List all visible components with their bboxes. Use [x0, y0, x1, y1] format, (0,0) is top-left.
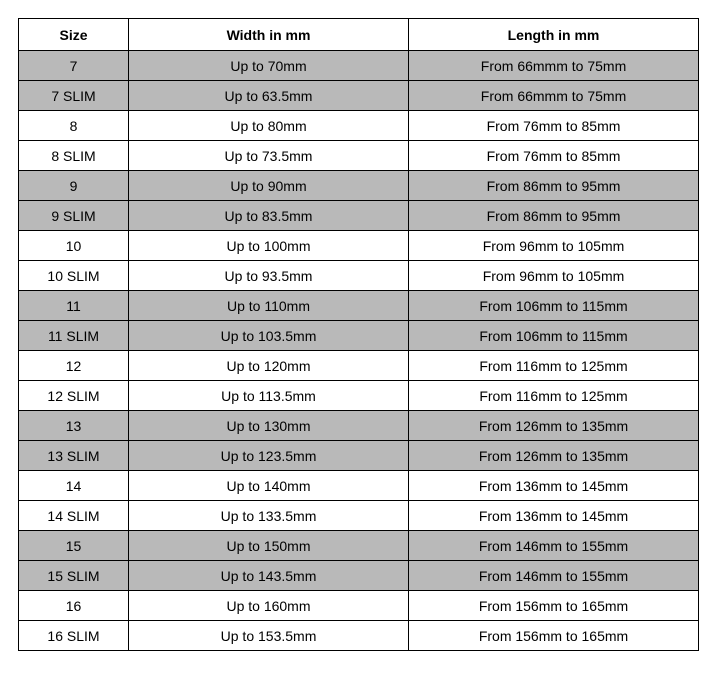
cell-width: Up to 73.5mm	[129, 141, 409, 171]
cell-length: From 106mm to 115mm	[409, 291, 699, 321]
cell-width: Up to 100mm	[129, 231, 409, 261]
table-row: 12 SLIM Up to 113.5mm From 116mm to 125m…	[19, 381, 699, 411]
cell-length: From 86mm to 95mm	[409, 201, 699, 231]
cell-length: From 146mm to 155mm	[409, 531, 699, 561]
cell-size: 16 SLIM	[19, 621, 129, 651]
cell-length: From 136mm to 145mm	[409, 471, 699, 501]
table-row: 16 SLIM Up to 153.5mm From 156mm to 165m…	[19, 621, 699, 651]
cell-width: Up to 70mm	[129, 51, 409, 81]
table-row: 9 Up to 90mm From 86mm to 95mm	[19, 171, 699, 201]
cell-width: Up to 83.5mm	[129, 201, 409, 231]
col-header-width: Width in mm	[129, 19, 409, 51]
cell-size: 10 SLIM	[19, 261, 129, 291]
cell-width: Up to 140mm	[129, 471, 409, 501]
table-row: 14 Up to 140mm From 136mm to 145mm	[19, 471, 699, 501]
cell-size: 8	[19, 111, 129, 141]
table-row: 13 Up to 130mm From 126mm to 135mm	[19, 411, 699, 441]
cell-length: From 136mm to 145mm	[409, 501, 699, 531]
cell-width: Up to 120mm	[129, 351, 409, 381]
cell-length: From 126mm to 135mm	[409, 441, 699, 471]
cell-length: From 76mm to 85mm	[409, 141, 699, 171]
cell-width: Up to 80mm	[129, 111, 409, 141]
cell-length: From 126mm to 135mm	[409, 411, 699, 441]
cell-size: 9	[19, 171, 129, 201]
cell-size: 11 SLIM	[19, 321, 129, 351]
cell-width: Up to 150mm	[129, 531, 409, 561]
cell-length: From 86mm to 95mm	[409, 171, 699, 201]
cell-length: From 146mm to 155mm	[409, 561, 699, 591]
cell-size: 7 SLIM	[19, 81, 129, 111]
cell-size: 9 SLIM	[19, 201, 129, 231]
cell-length: From 106mm to 115mm	[409, 321, 699, 351]
cell-length: From 156mm to 165mm	[409, 591, 699, 621]
cell-size: 11	[19, 291, 129, 321]
cell-width: Up to 93.5mm	[129, 261, 409, 291]
cell-size: 14 SLIM	[19, 501, 129, 531]
table-row: 8 SLIM Up to 73.5mm From 76mm to 85mm	[19, 141, 699, 171]
cell-length: From 116mm to 125mm	[409, 381, 699, 411]
table-row: 16 Up to 160mm From 156mm to 165mm	[19, 591, 699, 621]
cell-length: From 66mmm to 75mm	[409, 51, 699, 81]
cell-width: Up to 103.5mm	[129, 321, 409, 351]
table-row: 11 SLIM Up to 103.5mm From 106mm to 115m…	[19, 321, 699, 351]
table-row: 9 SLIM Up to 83.5mm From 86mm to 95mm	[19, 201, 699, 231]
cell-size: 12	[19, 351, 129, 381]
cell-width: Up to 133.5mm	[129, 501, 409, 531]
table-row: 10 SLIM Up to 93.5mm From 96mm to 105mm	[19, 261, 699, 291]
cell-size: 7	[19, 51, 129, 81]
cell-width: Up to 90mm	[129, 171, 409, 201]
cell-width: Up to 130mm	[129, 411, 409, 441]
size-table: Size Width in mm Length in mm 7 Up to 70…	[18, 18, 699, 651]
cell-size: 15	[19, 531, 129, 561]
cell-width: Up to 63.5mm	[129, 81, 409, 111]
page: Size Width in mm Length in mm 7 Up to 70…	[0, 0, 717, 700]
cell-length: From 156mm to 165mm	[409, 621, 699, 651]
cell-size: 13 SLIM	[19, 441, 129, 471]
table-row: 12 Up to 120mm From 116mm to 125mm	[19, 351, 699, 381]
cell-length: From 66mmm to 75mm	[409, 81, 699, 111]
cell-width: Up to 153.5mm	[129, 621, 409, 651]
col-header-size: Size	[19, 19, 129, 51]
cell-length: From 116mm to 125mm	[409, 351, 699, 381]
table-row: 11 Up to 110mm From 106mm to 115mm	[19, 291, 699, 321]
cell-size: 16	[19, 591, 129, 621]
cell-size: 13	[19, 411, 129, 441]
cell-width: Up to 123.5mm	[129, 441, 409, 471]
col-header-length: Length in mm	[409, 19, 699, 51]
cell-size: 14	[19, 471, 129, 501]
cell-width: Up to 110mm	[129, 291, 409, 321]
cell-length: From 76mm to 85mm	[409, 111, 699, 141]
table-body: 7 Up to 70mm From 66mmm to 75mm 7 SLIM U…	[19, 51, 699, 651]
table-row: 15 Up to 150mm From 146mm to 155mm	[19, 531, 699, 561]
cell-width: Up to 160mm	[129, 591, 409, 621]
cell-width: Up to 113.5mm	[129, 381, 409, 411]
cell-size: 12 SLIM	[19, 381, 129, 411]
cell-length: From 96mm to 105mm	[409, 231, 699, 261]
table-row: 13 SLIM Up to 123.5mm From 126mm to 135m…	[19, 441, 699, 471]
table-header-row: Size Width in mm Length in mm	[19, 19, 699, 51]
table-row: 8 Up to 80mm From 76mm to 85mm	[19, 111, 699, 141]
cell-size: 8 SLIM	[19, 141, 129, 171]
table-row: 10 Up to 100mm From 96mm to 105mm	[19, 231, 699, 261]
cell-width: Up to 143.5mm	[129, 561, 409, 591]
table-row: 15 SLIM Up to 143.5mm From 146mm to 155m…	[19, 561, 699, 591]
cell-size: 15 SLIM	[19, 561, 129, 591]
table-row: 14 SLIM Up to 133.5mm From 136mm to 145m…	[19, 501, 699, 531]
table-row: 7 Up to 70mm From 66mmm to 75mm	[19, 51, 699, 81]
cell-size: 10	[19, 231, 129, 261]
cell-length: From 96mm to 105mm	[409, 261, 699, 291]
table-row: 7 SLIM Up to 63.5mm From 66mmm to 75mm	[19, 81, 699, 111]
